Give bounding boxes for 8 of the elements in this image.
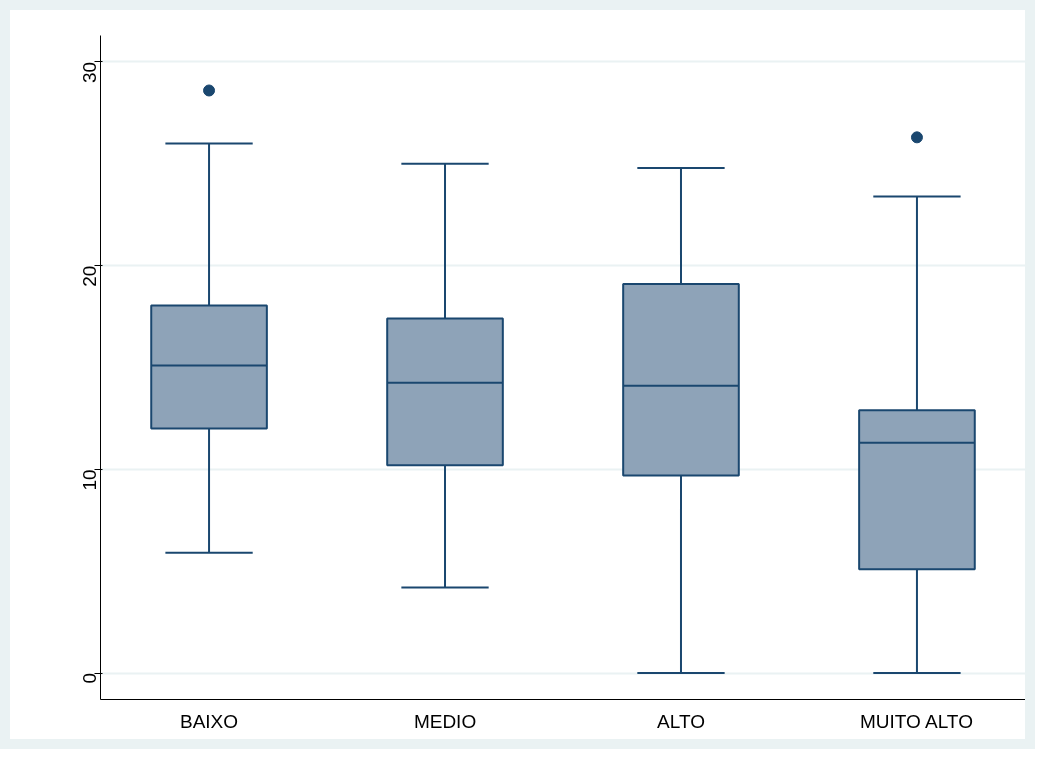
y-tick-label: 30 (79, 61, 100, 84)
x-tick-label: ALTO (657, 710, 705, 732)
y-tick-label: 10 (79, 469, 100, 491)
y-tick-label: 20 (79, 265, 100, 287)
x-tick-label: BAIXO (180, 710, 239, 732)
y-tick-label: 0 (79, 673, 100, 684)
x-tick-label: MEDIO (413, 710, 477, 732)
x-tick-label: MUITO ALTO (859, 710, 973, 732)
